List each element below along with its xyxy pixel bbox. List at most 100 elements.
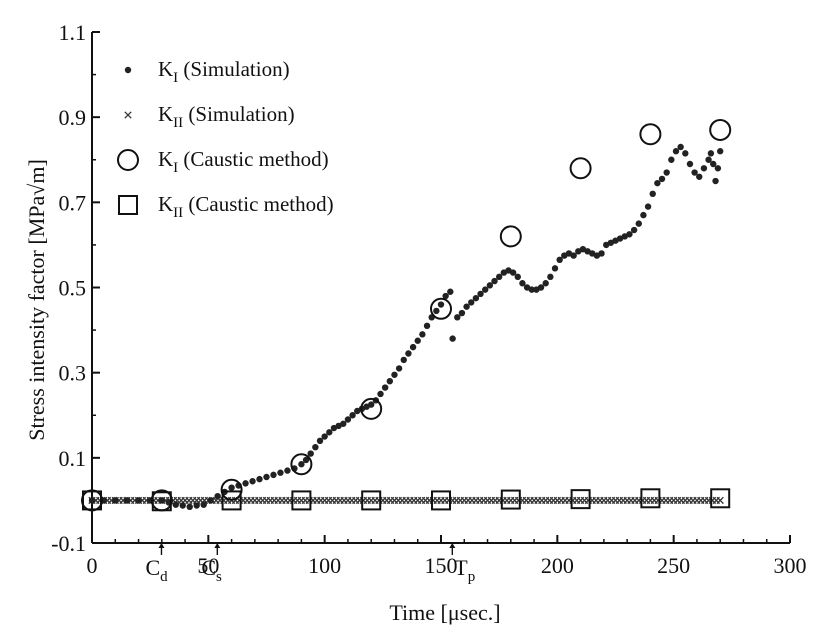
data-point — [570, 489, 591, 510]
legend: KI (Simulation) KII (Simulation) KI (Caust… — [117, 57, 334, 221]
data-point — [447, 288, 454, 295]
x-tick-label: 200 — [541, 553, 574, 578]
legend-label: KII (Caustic method) — [158, 192, 334, 221]
axis-annotation: Cd — [145, 543, 168, 585]
data-point — [458, 309, 466, 317]
series-circle — [81, 118, 732, 512]
data-point — [172, 501, 179, 508]
data-point — [112, 497, 119, 504]
y-tick-label: 0.7 — [59, 190, 87, 215]
data-point — [449, 335, 456, 342]
data-point — [626, 231, 633, 238]
data-point — [344, 416, 352, 423]
data-point — [221, 490, 242, 511]
y-tick-label: -0.1 — [51, 531, 86, 556]
data-point — [644, 203, 652, 210]
legend-marker — [124, 66, 132, 74]
data-point — [705, 156, 712, 163]
data-point — [179, 502, 186, 509]
data-point — [598, 250, 605, 257]
data-point — [691, 169, 698, 176]
series-layer — [81, 118, 732, 512]
x-tick-label: 100 — [308, 553, 341, 578]
axis-annotation: Cs — [201, 543, 222, 585]
data-point — [284, 467, 291, 474]
y-tick-label: 0.1 — [59, 446, 87, 471]
annotation-label: Cs — [201, 555, 222, 585]
data-point — [542, 280, 549, 287]
data-point — [714, 165, 722, 172]
data-point — [88, 497, 96, 504]
legend-label: KII (Simulation) — [158, 102, 295, 131]
data-point — [340, 420, 347, 427]
data-point — [316, 437, 324, 444]
data-point — [123, 497, 131, 504]
data-point — [640, 488, 661, 509]
y-tick-label: 0.5 — [59, 276, 87, 301]
data-point — [150, 489, 173, 512]
data-point — [249, 478, 256, 485]
annotation-arrowhead — [449, 543, 456, 548]
data-point — [220, 478, 243, 501]
data-point — [430, 297, 452, 320]
legend-marker — [124, 111, 132, 119]
data-point — [472, 294, 480, 302]
legend-item: KII (Simulation) — [124, 102, 295, 131]
data-point — [442, 292, 449, 300]
data-point — [537, 284, 545, 291]
data-point — [270, 471, 277, 479]
data-point — [186, 503, 193, 511]
data-point — [207, 497, 214, 504]
x-tick-label: 150 — [425, 553, 458, 578]
data-point — [716, 496, 724, 505]
axis-annotation: Tp — [449, 543, 475, 585]
data-point — [482, 286, 489, 293]
data-point — [200, 501, 207, 508]
data-point — [228, 484, 235, 491]
data-point — [491, 277, 498, 285]
data-point — [509, 269, 517, 276]
data-point — [214, 492, 221, 500]
data-point — [514, 273, 521, 281]
data-point — [477, 290, 484, 298]
data-point — [569, 157, 592, 180]
data-point — [290, 453, 313, 476]
data-point — [454, 314, 461, 321]
data-point — [135, 497, 142, 504]
annotation-arrowhead — [158, 543, 165, 548]
data-point — [500, 489, 521, 510]
data-point — [682, 150, 689, 157]
data-point — [640, 211, 647, 219]
annotation-label: Cd — [145, 555, 168, 585]
data-point — [635, 220, 642, 227]
data-point — [81, 489, 103, 512]
data-point — [639, 123, 662, 146]
x-tick-label: 0 — [87, 553, 98, 578]
data-point — [256, 475, 263, 483]
data-point — [360, 397, 383, 420]
data-point — [433, 307, 440, 315]
data-point — [302, 456, 310, 464]
data-point — [717, 148, 724, 155]
series-dot — [88, 143, 724, 511]
data-point — [528, 286, 535, 293]
y-tick-label: 0.9 — [59, 105, 87, 130]
data-point — [696, 173, 703, 180]
x-tick-label: 300 — [774, 553, 807, 578]
data-point — [654, 179, 661, 187]
y-tick-label: 1.1 — [59, 20, 87, 45]
data-point — [321, 433, 328, 440]
data-point — [405, 350, 412, 357]
data-point — [307, 450, 314, 457]
cross-stroke — [124, 111, 132, 119]
data-point — [551, 265, 559, 272]
data-point — [672, 148, 680, 155]
data-point — [400, 356, 407, 364]
data-point — [570, 252, 577, 259]
data-point — [158, 497, 165, 504]
data-point — [668, 156, 675, 163]
data-point — [431, 490, 451, 511]
data-point — [291, 490, 312, 511]
data-point — [556, 256, 563, 264]
